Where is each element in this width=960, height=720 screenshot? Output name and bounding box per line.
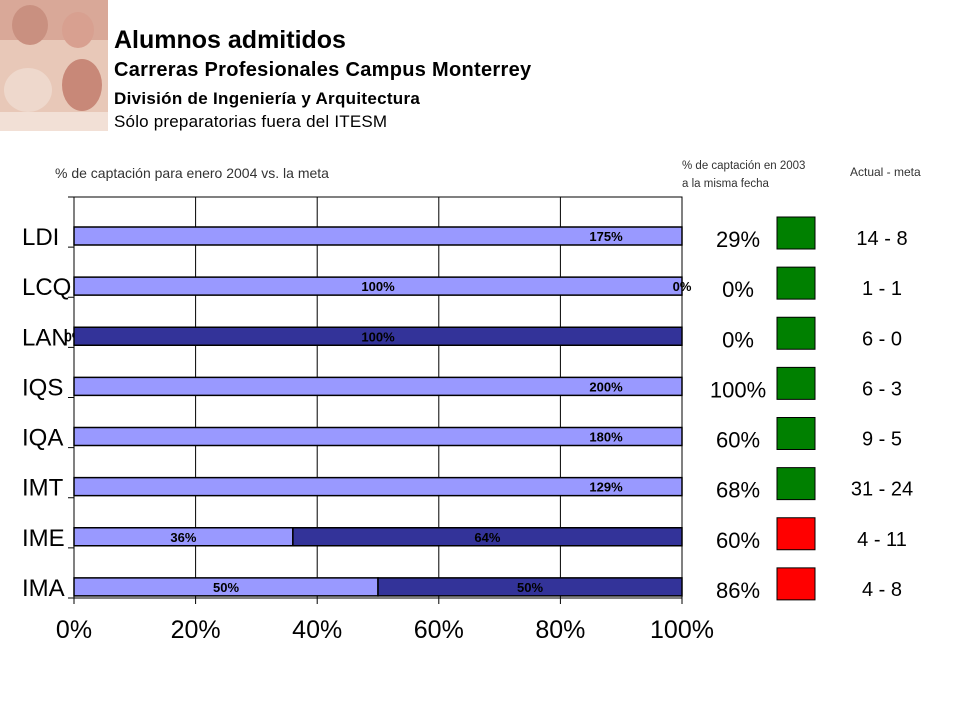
category-label: IMT [22, 475, 64, 502]
bar-data-label: 180% [589, 430, 623, 445]
page-subtitle-division: División de Ingeniería y Arquitectura [114, 89, 421, 108]
bar-data-label: 50% [517, 580, 543, 595]
previous-year-caption-line1: % de captación en 2003 [682, 160, 806, 172]
x-tick-label: 100% [650, 616, 714, 644]
status-indicator [776, 467, 816, 501]
previous-year-value: 100% [710, 377, 766, 402]
previous-year-caption-line2: a la misma fecha [682, 178, 769, 190]
actual-meta-caption: Actual - meta [850, 165, 921, 179]
bar-data-label: 200% [589, 379, 623, 394]
status-indicator [776, 216, 816, 250]
status-indicator [776, 417, 816, 450]
page-subtitle-filter: Sólo preparatorias fuera del ITESM [114, 112, 388, 131]
bar-segment [73, 376, 683, 397]
status-indicator [776, 517, 816, 551]
page-title: Alumnos admitidos [114, 26, 346, 54]
actual-meta-value: 6 - 3 [862, 378, 902, 400]
category-label: LDI [22, 224, 59, 251]
category-label: IQA [22, 425, 63, 452]
status-indicator [776, 316, 816, 350]
status-indicator [776, 266, 816, 300]
bar-data-label: 129% [589, 480, 623, 495]
bar-data-label: 36% [170, 530, 196, 545]
category-label: LCQ [22, 274, 71, 301]
bar-segment [73, 276, 683, 296]
actual-meta-value: 6 - 0 [862, 328, 902, 350]
page-subtitle-campus: Carreras Profesionales Campus Monterrey [114, 59, 532, 81]
bar-segment [292, 527, 683, 547]
previous-year-value: 60% [716, 428, 760, 453]
actual-meta-value: 31 - 24 [851, 479, 913, 501]
bar-segment [73, 476, 683, 497]
bar-data-label: 175% [589, 229, 623, 244]
students-photo [0, 0, 108, 131]
x-tick-label: 20% [171, 616, 221, 644]
bar-segment [73, 226, 683, 246]
category-label: IMA [22, 575, 65, 602]
actual-meta-value: 4 - 11 [857, 529, 907, 551]
previous-year-value: 0% [722, 277, 754, 302]
bar-data-label: 0% [673, 279, 692, 294]
actual-meta-value: 4 - 8 [862, 579, 902, 601]
previous-year-value: 86% [716, 578, 760, 603]
previous-year-value: 60% [716, 528, 760, 553]
actual-meta-value: 1 - 1 [862, 278, 902, 300]
previous-year-value: 68% [716, 478, 760, 503]
bar-segment [377, 577, 683, 597]
bar-segment [73, 426, 683, 447]
bar-data-label: 50% [213, 580, 239, 595]
category-label: LAN [22, 324, 69, 351]
previous-year-caption: % de captación en 2003 a la misma fecha [682, 157, 805, 193]
actual-meta-value: 14 - 8 [856, 228, 907, 250]
x-tick-label: 80% [535, 616, 585, 644]
previous-year-value: 29% [716, 227, 760, 252]
previous-year-value: 0% [722, 327, 754, 352]
actual-meta-value: 9 - 5 [862, 429, 902, 451]
main-chart-caption: % de captación para enero 2004 vs. la me… [55, 165, 329, 181]
status-indicator [776, 366, 816, 400]
bar-data-label: 100% [361, 329, 395, 344]
category-label: IQS [22, 374, 63, 401]
bar-data-label: 100% [361, 279, 395, 294]
x-tick-label: 0% [56, 616, 92, 644]
status-indicator [776, 567, 816, 601]
bar-data-label: 64% [474, 530, 500, 545]
bar-segment [73, 326, 683, 346]
x-tick-label: 40% [292, 616, 342, 644]
x-tick-label: 60% [414, 616, 464, 644]
category-label: IME [22, 525, 65, 552]
